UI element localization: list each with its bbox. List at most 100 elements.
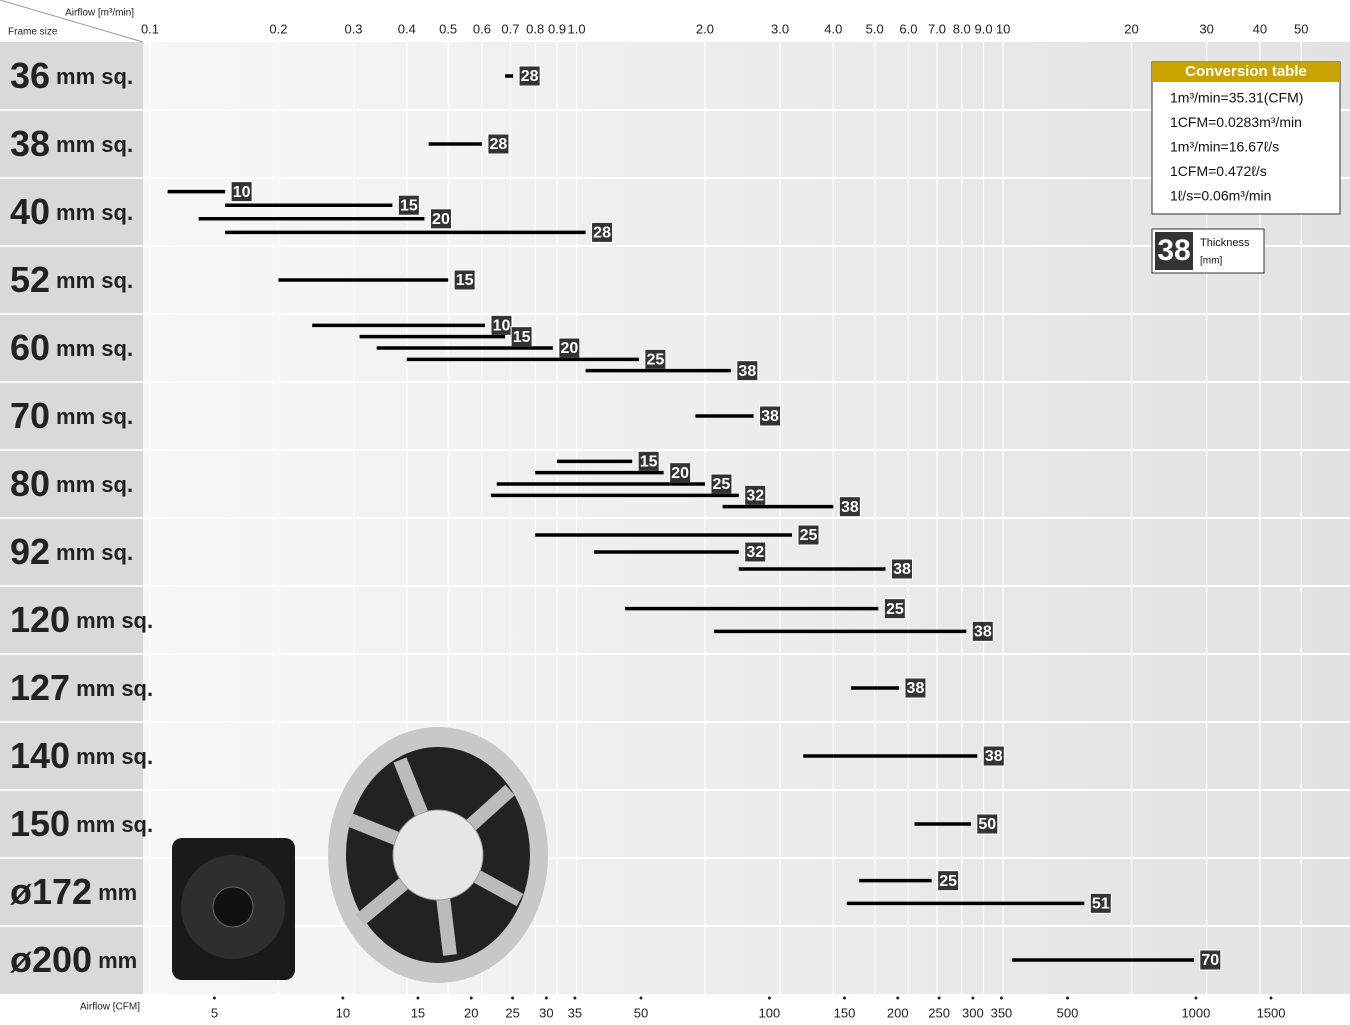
frame-label: 140 mm sq. [10, 735, 153, 776]
x2-tick [573, 996, 577, 1000]
x-tick-label: 0.5 [439, 21, 457, 36]
fan-small [172, 838, 295, 980]
thickness-label: 28 [490, 136, 508, 153]
conversion-row: 1CFM=0.472ℓ/s [1170, 163, 1267, 179]
thickness-badge [976, 813, 999, 835]
thickness-badge [591, 221, 614, 243]
frame-label: 127 mm sq. [10, 667, 153, 708]
x2-tick [1066, 996, 1070, 1000]
x-tick-label: 3.0 [771, 21, 789, 36]
frame-unit: mm [98, 948, 137, 973]
thickness-label: 25 [713, 476, 731, 493]
x2-tick [212, 996, 216, 1000]
thickness-label: 32 [746, 544, 764, 561]
x2-tick-label: 200 [887, 1005, 909, 1020]
x-axis-label: Airflow [m³/min] [65, 8, 134, 19]
x-tick-label: 30 [1199, 21, 1213, 36]
x-tick-label: 6.0 [899, 21, 917, 36]
frame-unit: mm sq. [76, 812, 153, 837]
x-tick-label: 4.0 [824, 21, 842, 36]
thickness-badge [736, 360, 759, 382]
x-tick-label: 0.6 [473, 21, 491, 36]
thickness-badge [518, 65, 541, 87]
thickness-label: 20 [560, 340, 578, 357]
frame-label: 52 mm sq. [10, 259, 133, 300]
thickness-badge [883, 598, 906, 620]
x2-tick [1194, 996, 1198, 1000]
x-tick-label: 1.0 [568, 21, 586, 36]
conversion-row: 1m³/min=35.31(CFM) [1170, 90, 1303, 106]
x-tick-label: 0.4 [398, 21, 416, 36]
frame-size: 150 [10, 803, 70, 844]
x2-tick [1269, 996, 1273, 1000]
thickness-label: 28 [593, 225, 611, 242]
frame-unit: mm sq. [56, 336, 133, 361]
x2-tick-label: 25 [505, 1005, 519, 1020]
thickness-label: 28 [521, 68, 539, 85]
legend-unit: [mm] [1200, 256, 1222, 267]
thickness-label: 15 [513, 329, 531, 346]
x2-tick-label: 150 [834, 1005, 856, 1020]
thickness-badge [453, 269, 476, 291]
conversion-table [1151, 61, 1341, 215]
x-tick-label: 40 [1253, 21, 1267, 36]
x-tick-label: 0.8 [526, 21, 544, 36]
frame-label: 92 mm sq. [10, 531, 133, 572]
x2-tick [767, 996, 771, 1000]
frame-label: 150 mm sq. [10, 803, 153, 844]
thickness-badge [759, 405, 782, 427]
frame-unit: mm sq. [56, 200, 133, 225]
frame-label: 40 mm sq. [10, 191, 133, 232]
thickness-badge [890, 558, 913, 580]
x2-tick-label: 5 [211, 1005, 218, 1020]
frame-unit: mm [98, 880, 137, 905]
x2-tick-label: 10 [336, 1005, 350, 1020]
conversion-row: 1m³/min=16.67ℓ/s [1170, 139, 1279, 155]
frame-label: 36 mm sq. [10, 55, 133, 96]
frame-size: 70 [10, 395, 50, 436]
frame-size: 127 [10, 667, 70, 708]
thickness-badge [797, 524, 820, 546]
thickness-badge [744, 541, 767, 563]
frame-size: 120 [10, 599, 70, 640]
x-tick-label: 9.0 [975, 21, 993, 36]
thickness-badge [397, 194, 420, 216]
frame-size: 60 [10, 327, 50, 368]
x2-tick-label: 1500 [1257, 1005, 1286, 1020]
x-tick-label: 0.1 [141, 21, 159, 36]
thickness-label: 38 [907, 680, 925, 697]
frame-unit: mm sq. [56, 268, 133, 293]
conversion-table-header [1152, 62, 1340, 82]
frame-unit: mm sq. [56, 472, 133, 497]
legend-badge [1155, 232, 1193, 270]
fan-large [328, 727, 548, 983]
legend-badge-text: 38 [1157, 234, 1190, 267]
frame-label: ø200 mm [10, 939, 137, 980]
frame-size: 52 [10, 259, 50, 300]
thickness-badge [982, 745, 1005, 767]
frame-label: ø172 mm [10, 871, 137, 912]
thickness-label: 38 [738, 363, 756, 380]
x-tick-label: 2.0 [696, 21, 714, 36]
x-tick-label: 0.7 [501, 21, 519, 36]
thickness-label: 38 [841, 499, 859, 516]
thickness-label: 50 [978, 816, 996, 833]
x-tick-label: 7.0 [928, 21, 946, 36]
frame-size: ø172 [10, 871, 92, 912]
thickness-badge [904, 677, 927, 699]
x-tick-label: 50 [1294, 21, 1308, 36]
x2-tick-label: 1000 [1181, 1005, 1210, 1020]
thickness-badge [1199, 949, 1222, 971]
thickness-badge [1089, 892, 1112, 914]
x2-tick [999, 996, 1003, 1000]
thickness-label: 15 [456, 272, 474, 289]
x2-tick-label: 15 [411, 1005, 425, 1020]
thickness-label: 32 [746, 488, 764, 505]
frame-label: 70 mm sq. [10, 395, 133, 436]
header-diagonal [0, 0, 144, 43]
thickness-label: 25 [800, 527, 818, 544]
frame-unit: mm sq. [76, 608, 153, 633]
thickness-label: 38 [985, 748, 1003, 765]
x2-tick-label: 100 [759, 1005, 781, 1020]
x2-axis-label: Airflow [CFM] [80, 1002, 140, 1013]
